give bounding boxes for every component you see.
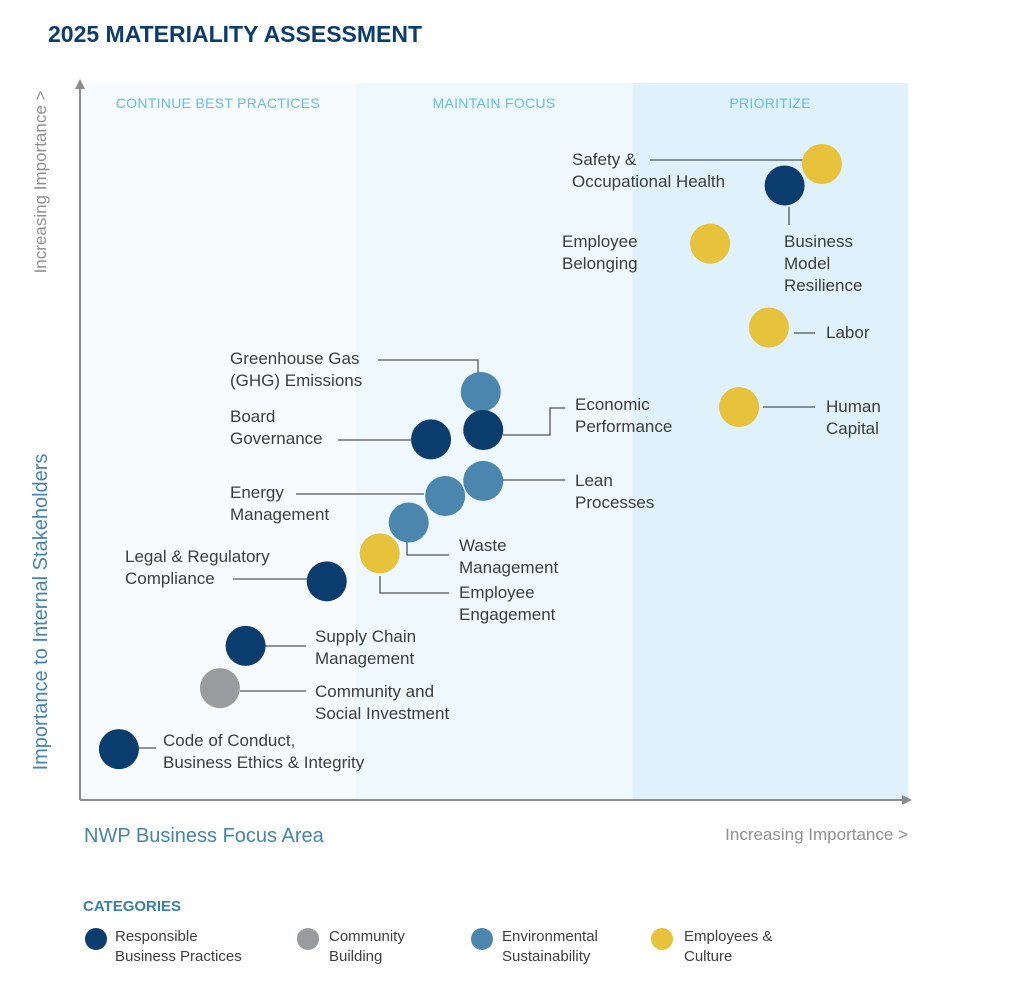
point-label-line: Engagement <box>459 605 556 624</box>
leader-line <box>379 576 449 594</box>
legend-swatch <box>85 928 107 950</box>
chart-title: 2025 MATERIALITY ASSESSMENT <box>48 21 422 47</box>
leader-line <box>378 359 479 373</box>
data-point <box>764 165 805 206</box>
point-label-line: Model <box>784 254 830 273</box>
legend-label: Community Building <box>329 928 405 965</box>
data-point <box>719 387 760 428</box>
legend-label: Responsible Business Practices <box>115 928 242 965</box>
data-point <box>98 729 139 770</box>
point-label-line: Belonging <box>562 254 638 273</box>
point-label-line: Resilience <box>784 276 862 295</box>
data-point <box>801 144 842 185</box>
legend-label: Environmental Sustainability <box>502 928 598 965</box>
x-axis-note: Increasing Importance > <box>725 825 908 844</box>
point-label-line: Supply Chain <box>315 627 416 646</box>
legend-label-line: Employees & <box>684 928 772 945</box>
point-label-line: Greenhouse Gas <box>230 349 359 368</box>
point-label: Legal & Regulatory Compliance <box>125 547 270 588</box>
point-label: Employee Belonging <box>562 232 638 273</box>
legend-label-line: Business Practices <box>115 948 242 965</box>
data-point <box>463 460 504 501</box>
data-point <box>690 223 731 264</box>
point-label-line: Employee <box>459 583 535 602</box>
data-point <box>460 372 501 413</box>
point-label-line: Safety & <box>572 150 637 169</box>
legend-label-line: Building <box>329 948 382 965</box>
legend-label-line: Culture <box>684 948 732 965</box>
point-label-line: Social Investment <box>315 704 449 723</box>
zone-band <box>632 83 908 800</box>
zone-label: MAINTAIN FOCUS <box>433 95 556 111</box>
point-label: Community and Social Investment <box>315 682 449 723</box>
point-label-line: Compliance <box>125 569 215 588</box>
point-label-line: Economic <box>575 395 650 414</box>
data-point <box>411 419 452 460</box>
point-label: Waste Management <box>459 536 559 577</box>
point-label: Lean Processes <box>575 471 654 512</box>
point-label-line: Occupational Health <box>572 172 725 191</box>
point-label-line: Management <box>315 649 415 668</box>
x-axis-label: NWP Business Focus Area <box>84 825 325 847</box>
point-label-line: Labor <box>826 323 870 342</box>
point-label: Safety & Occupational Health <box>572 150 725 191</box>
legend-label-line: Environmental <box>502 928 598 945</box>
point-label-line: Management <box>459 558 559 577</box>
legend-label-line: Sustainability <box>502 948 591 965</box>
point-label: Supply Chain Management <box>315 627 416 668</box>
data-point <box>306 561 347 602</box>
data-point <box>359 533 400 574</box>
data-point <box>748 307 789 348</box>
data-point <box>388 502 429 543</box>
point-label-line: Employee <box>562 232 638 251</box>
leader-line <box>406 541 449 556</box>
point-label-line: Business <box>784 232 853 251</box>
point-label: Labor <box>826 323 870 342</box>
point-label: Employee Engagement <box>459 583 556 624</box>
point-label-line: Energy <box>230 483 284 502</box>
legend-title: CATEGORIES <box>83 898 181 915</box>
legend-label: Employees & Culture <box>684 928 772 965</box>
point-label-line: Board <box>230 407 275 426</box>
y-axis-label: Importance to Internal Stakeholders <box>30 454 52 771</box>
point-label-line: Community and <box>315 682 434 701</box>
point-label-line: Legal & Regulatory <box>125 547 270 566</box>
legend-label-line: Community <box>329 928 405 945</box>
legend-swatch <box>651 928 673 950</box>
point-label: Code of Conduct, Business Ethics & Integr… <box>163 731 365 772</box>
y-axis-arrow <box>75 79 85 89</box>
point-label: Economic Performance <box>575 395 672 436</box>
point-label-line: (GHG) Emissions <box>230 371 362 390</box>
point-label: Human Capital <box>826 397 881 438</box>
data-point <box>199 668 240 709</box>
point-label: Greenhouse Gas (GHG) Emissions <box>230 349 362 390</box>
point-label: Board Governance <box>230 407 323 448</box>
data-point <box>225 625 266 666</box>
leader-line <box>503 407 565 436</box>
point-label-line: Code of Conduct, <box>163 731 295 750</box>
point-label: Energy Management <box>230 483 330 524</box>
zone-label: PRIORITIZE <box>729 95 811 111</box>
x-axis-arrow <box>902 795 912 805</box>
data-point <box>463 410 504 451</box>
legend-swatch <box>297 928 319 950</box>
point-label-line: Waste <box>459 536 507 555</box>
point-label-line: Performance <box>575 417 672 436</box>
data-point <box>425 475 466 516</box>
point-label-line: Governance <box>230 429 323 448</box>
legend-label-line: Responsible <box>115 928 198 945</box>
zone-label: CONTINUE BEST PRACTICES <box>116 95 320 111</box>
point-label: Business Model Resilience <box>784 232 862 295</box>
point-label-line: Business Ethics & Integrity <box>163 753 365 772</box>
y-axis-note: Increasing Importance > <box>31 91 50 274</box>
point-label-line: Capital <box>826 419 879 438</box>
point-label-line: Processes <box>575 493 654 512</box>
point-label-line: Lean <box>575 471 613 490</box>
point-label-line: Management <box>230 505 330 524</box>
legend-swatch <box>471 928 493 950</box>
point-label-line: Human <box>826 397 881 416</box>
